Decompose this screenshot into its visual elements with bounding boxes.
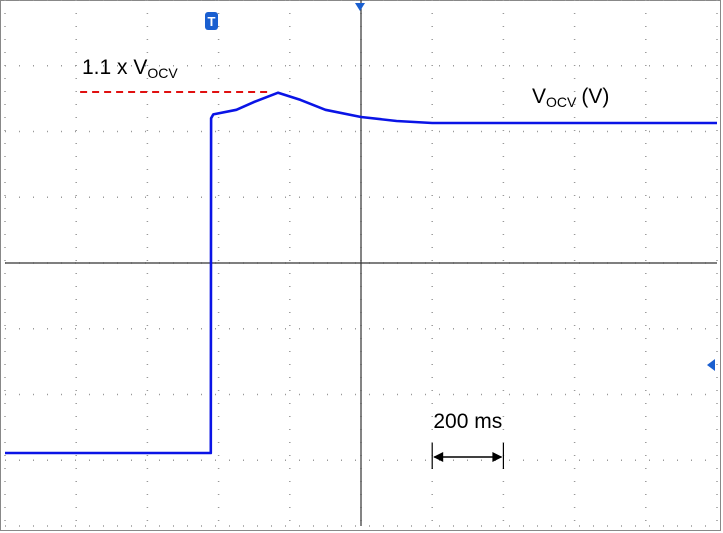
trace-line [5, 91, 717, 455]
trigger-position [355, 3, 365, 11]
scale-label: 200 ms [433, 410, 502, 433]
trace-layer [5, 91, 717, 455]
trigger-marker: T [205, 12, 218, 30]
svg-text:T: T [208, 14, 216, 29]
level-marker [707, 359, 715, 371]
arrow-head [433, 452, 444, 462]
grid [4, 0, 718, 527]
arrow-head [492, 452, 503, 462]
trace-label: VOCV (V) [532, 85, 609, 110]
reference-label: 1.1 x VOCV [82, 56, 178, 81]
